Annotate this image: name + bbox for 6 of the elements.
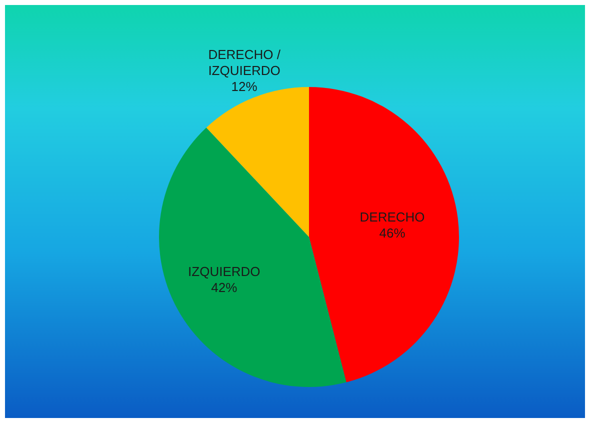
data-label: 12% [231,78,258,94]
slice-label: DERECHO / IZQUIERDO [208,46,281,78]
slice-label: DERECHO [360,209,425,224]
data-label: 46% [379,225,406,240]
slice-label: IZQUIERDO [188,264,260,279]
data-label: 42% [211,280,238,295]
